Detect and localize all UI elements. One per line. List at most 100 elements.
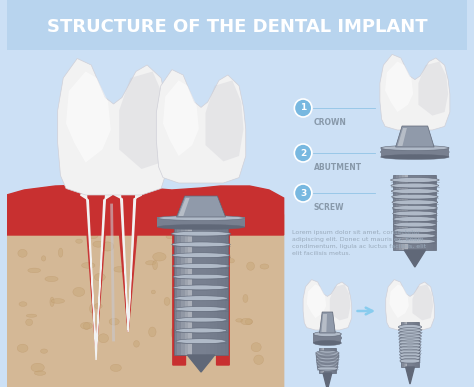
- Polygon shape: [173, 195, 185, 365]
- Ellipse shape: [157, 217, 245, 227]
- Ellipse shape: [110, 364, 121, 372]
- Ellipse shape: [392, 194, 438, 199]
- Bar: [207, 218, 210, 355]
- Text: 3: 3: [300, 188, 306, 197]
- Ellipse shape: [260, 264, 269, 269]
- Ellipse shape: [316, 352, 339, 357]
- Ellipse shape: [81, 322, 92, 329]
- Ellipse shape: [316, 353, 339, 358]
- Polygon shape: [107, 193, 149, 332]
- Bar: [329, 348, 330, 373]
- Ellipse shape: [317, 366, 337, 371]
- Bar: [283, 50, 467, 387]
- Ellipse shape: [243, 295, 248, 303]
- Ellipse shape: [317, 360, 338, 365]
- Ellipse shape: [109, 319, 119, 325]
- Polygon shape: [7, 208, 283, 387]
- Ellipse shape: [381, 154, 449, 159]
- Bar: [405, 175, 408, 250]
- Text: Lorem ipsum dolor sit amet, consectetur
adipiscing elit. Donec ut mauris ex. Eti: Lorem ipsum dolor sit amet, consectetur …: [292, 230, 427, 256]
- Polygon shape: [156, 70, 246, 183]
- Ellipse shape: [73, 288, 85, 296]
- Ellipse shape: [31, 363, 44, 372]
- Ellipse shape: [90, 305, 95, 313]
- Polygon shape: [307, 284, 326, 318]
- Ellipse shape: [394, 239, 435, 244]
- Ellipse shape: [87, 231, 97, 236]
- Ellipse shape: [176, 339, 226, 344]
- Text: SCREW: SCREW: [314, 203, 344, 212]
- Ellipse shape: [317, 359, 338, 364]
- Bar: [319, 348, 336, 373]
- Ellipse shape: [400, 355, 420, 360]
- Bar: [177, 218, 181, 355]
- Polygon shape: [380, 55, 450, 130]
- Ellipse shape: [394, 228, 436, 233]
- Polygon shape: [389, 284, 409, 318]
- Ellipse shape: [134, 341, 139, 347]
- Ellipse shape: [400, 349, 420, 354]
- Ellipse shape: [172, 242, 230, 247]
- Ellipse shape: [317, 358, 338, 363]
- Bar: [406, 322, 407, 367]
- Bar: [393, 175, 436, 250]
- Ellipse shape: [391, 183, 439, 188]
- Polygon shape: [187, 355, 215, 372]
- Ellipse shape: [94, 274, 105, 281]
- Ellipse shape: [17, 344, 28, 352]
- Bar: [181, 218, 185, 355]
- Ellipse shape: [313, 332, 341, 337]
- Ellipse shape: [19, 302, 27, 307]
- Ellipse shape: [82, 262, 95, 268]
- Bar: [396, 175, 399, 250]
- Bar: [402, 322, 403, 367]
- Polygon shape: [398, 128, 407, 146]
- Bar: [414, 322, 415, 367]
- Bar: [188, 218, 192, 355]
- Bar: [323, 348, 325, 373]
- Ellipse shape: [392, 205, 438, 211]
- Bar: [7, 50, 467, 387]
- Bar: [334, 348, 335, 373]
- Ellipse shape: [188, 336, 194, 344]
- Polygon shape: [412, 284, 433, 320]
- Ellipse shape: [393, 211, 437, 216]
- Polygon shape: [115, 193, 142, 332]
- Text: ABUTMENT: ABUTMENT: [314, 163, 362, 172]
- Ellipse shape: [208, 308, 219, 315]
- Polygon shape: [385, 62, 413, 112]
- Bar: [419, 175, 422, 250]
- Ellipse shape: [399, 330, 421, 336]
- Bar: [425, 175, 428, 250]
- Ellipse shape: [94, 303, 102, 308]
- Ellipse shape: [58, 248, 63, 257]
- Ellipse shape: [316, 355, 338, 360]
- Ellipse shape: [173, 285, 228, 290]
- Bar: [430, 175, 433, 250]
- Ellipse shape: [199, 356, 211, 364]
- Ellipse shape: [236, 319, 243, 322]
- Ellipse shape: [172, 228, 177, 235]
- Ellipse shape: [157, 224, 245, 229]
- Polygon shape: [176, 196, 226, 217]
- Bar: [413, 322, 414, 367]
- Ellipse shape: [391, 178, 439, 183]
- Ellipse shape: [399, 340, 421, 345]
- Ellipse shape: [212, 239, 220, 243]
- Ellipse shape: [98, 334, 109, 343]
- Bar: [403, 322, 405, 367]
- Ellipse shape: [317, 363, 338, 368]
- Bar: [381, 147, 449, 157]
- Ellipse shape: [173, 274, 229, 279]
- Bar: [210, 218, 214, 355]
- Polygon shape: [179, 198, 190, 216]
- Polygon shape: [75, 193, 118, 352]
- Ellipse shape: [181, 260, 191, 265]
- Ellipse shape: [392, 200, 438, 205]
- Polygon shape: [58, 58, 169, 195]
- Bar: [401, 322, 419, 367]
- Ellipse shape: [174, 307, 228, 312]
- Ellipse shape: [26, 319, 33, 325]
- Bar: [7, 0, 467, 50]
- Ellipse shape: [218, 253, 231, 260]
